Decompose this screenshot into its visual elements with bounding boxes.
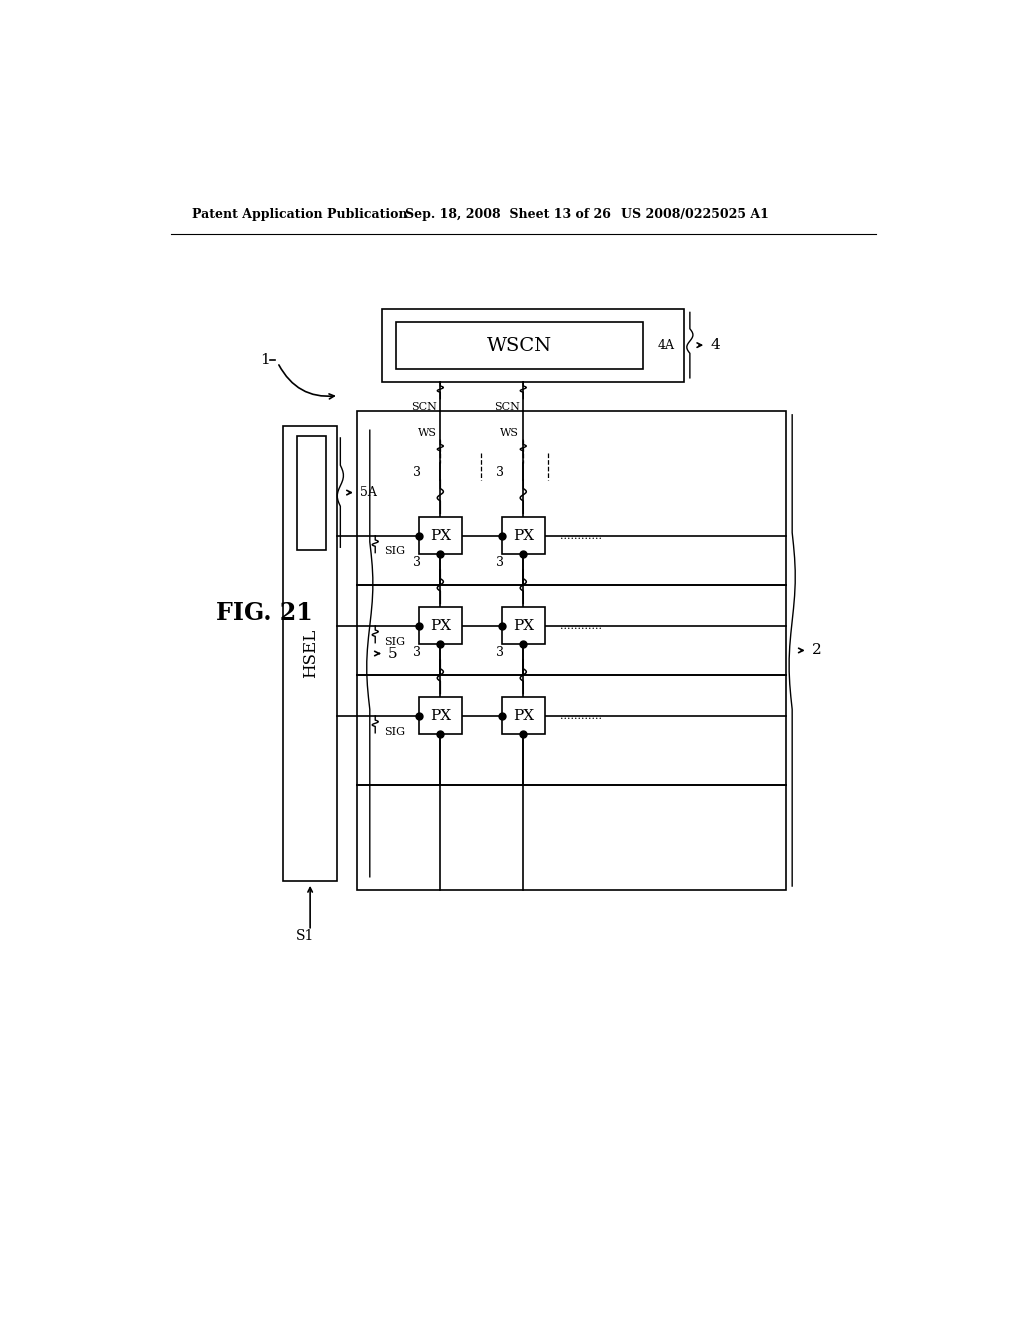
Text: SIG: SIG: [385, 726, 406, 737]
Text: SCN: SCN: [495, 403, 520, 412]
Text: FIG. 21: FIG. 21: [216, 601, 312, 624]
Text: WS: WS: [418, 428, 436, 438]
Text: PX: PX: [513, 709, 534, 723]
Text: PX: PX: [430, 619, 451, 632]
Text: SCN: SCN: [412, 403, 437, 412]
Text: 3: 3: [496, 645, 504, 659]
Text: 3: 3: [496, 556, 504, 569]
Text: PX: PX: [513, 529, 534, 543]
Text: PX: PX: [513, 619, 534, 632]
Bar: [503, 607, 545, 644]
Text: ............: ............: [560, 620, 602, 631]
Text: ............: ............: [560, 711, 602, 721]
Bar: [420, 517, 462, 554]
Text: PX: PX: [430, 709, 451, 723]
Text: US 2008/0225025 A1: US 2008/0225025 A1: [621, 209, 769, 222]
Text: 3: 3: [413, 466, 421, 479]
Text: 1: 1: [260, 354, 270, 367]
Bar: [396, 322, 643, 370]
Bar: [503, 697, 545, 734]
Text: 5: 5: [388, 647, 397, 660]
Text: 3: 3: [413, 645, 421, 659]
Bar: [283, 426, 337, 880]
Bar: [503, 517, 545, 554]
Text: PX: PX: [430, 529, 451, 543]
Text: 3: 3: [413, 556, 421, 569]
Text: WS: WS: [501, 428, 519, 438]
Bar: [420, 697, 462, 734]
Bar: [382, 309, 684, 381]
Text: HSEL: HSEL: [302, 628, 318, 678]
Text: WSCN: WSCN: [486, 337, 552, 355]
Text: ............: ............: [560, 531, 602, 541]
Text: Patent Application Publication: Patent Application Publication: [193, 209, 408, 222]
Text: 5A: 5A: [359, 486, 377, 499]
Bar: [420, 607, 462, 644]
Text: 2: 2: [812, 643, 821, 657]
Text: 3: 3: [496, 466, 504, 479]
Bar: [357, 411, 786, 890]
Bar: [297, 436, 327, 549]
Text: 4A: 4A: [657, 339, 675, 351]
Text: S1: S1: [296, 929, 314, 942]
Text: SIG: SIG: [385, 546, 406, 557]
Text: Sep. 18, 2008  Sheet 13 of 26: Sep. 18, 2008 Sheet 13 of 26: [406, 209, 611, 222]
Text: 4: 4: [710, 338, 720, 352]
Text: SIG: SIG: [385, 636, 406, 647]
